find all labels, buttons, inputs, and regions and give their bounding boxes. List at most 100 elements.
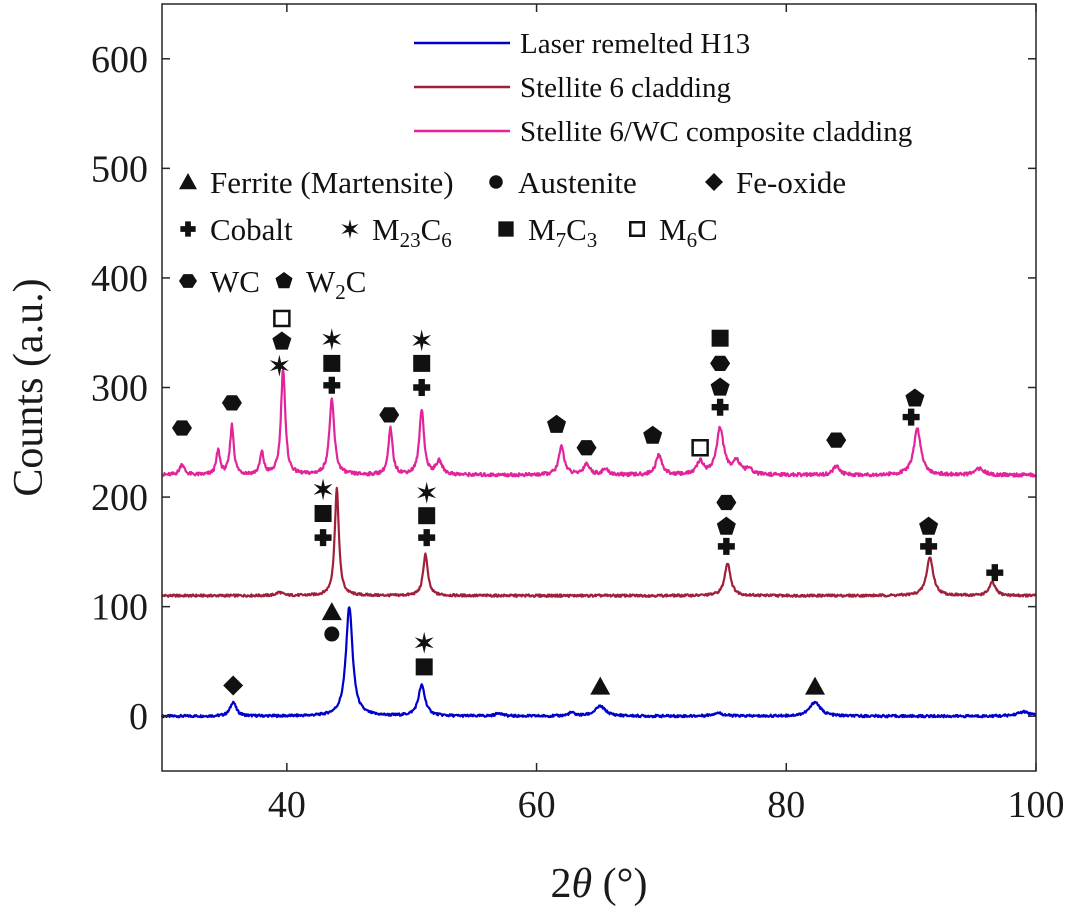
hexagon-peak-marker [221,395,242,411]
key-label-subscript: 6 [687,228,698,252]
key-label-main: M [372,212,400,247]
hexagon-peak-marker [379,407,400,423]
x-tick-label: 60 [518,784,556,826]
pentagon-peak-marker [919,516,939,535]
axis-ticks: 40 60 80 100 0 100 200 300 400 500 600 [91,4,1065,826]
key-square-icon [498,221,514,237]
y-axis-label: Counts (a.u.) [6,278,52,496]
square-peak-marker [413,354,431,372]
series-legend: Laser remelted H13 Stellite 6 cladding Ste… [414,28,912,148]
key-label-main: Fe-oxide [736,165,846,200]
y-tick-label: 0 [129,696,148,738]
x-axis-label-unit: (°) [592,861,647,907]
square-peak-marker [711,329,729,347]
hexagon-peak-marker [576,440,597,456]
y-tick-label: 100 [91,587,148,629]
triangle-peak-marker [805,676,826,695]
key-label-main: Austenite [518,165,637,200]
series-line-2 [161,367,1037,478]
square-peak-marker [415,658,433,676]
pentagon-peak-marker [547,414,567,433]
x-axis-label: 2θ (°) [551,861,648,907]
key-pentagon-icon [275,272,293,289]
star6-peak-marker [414,631,434,654]
x-axis-label-prefix: 2 [551,861,572,907]
x-tick-label: 100 [1008,784,1065,826]
star6-peak-marker [313,478,333,501]
key-label-subscript-2: 3 [587,228,598,252]
key-square-open-icon [629,221,645,237]
series-line-1 [161,486,1037,598]
hexagon-peak-marker [716,494,737,511]
legend-label-1: Stellite 6 cladding [520,72,731,104]
key-hexagon-icon [179,274,197,288]
pentagon-peak-marker [272,331,292,350]
star6-peak-marker [322,328,342,351]
phase-markers [171,309,1004,696]
phase-key: Ferrite (Martensite) Austenite Fe-oxide Cob… [179,165,846,304]
pentagon-peak-marker [710,377,730,396]
circle-peak-marker [324,626,340,642]
plus-peak-marker [920,537,938,555]
triangle-peak-marker [321,602,342,621]
key-label-subscript-2: 6 [441,228,452,252]
key-label-main: M [659,212,687,247]
pentagon-peak-marker [716,516,736,535]
triangle-peak-marker [590,676,611,695]
y-tick-label: 500 [91,148,148,190]
square-peak-marker [323,354,341,372]
key-label: Austenite [518,165,637,200]
y-tick-label: 200 [91,477,148,519]
key-label: Fe-oxide [736,165,846,200]
x-axis-label-variable: θ [572,861,593,907]
y-tick-label: 600 [91,39,148,81]
star6-peak-marker [269,354,289,377]
square-peak-marker [418,507,436,525]
plus-peak-marker [413,379,431,396]
plus-peak-marker [323,376,341,394]
key-label-second: C [697,212,718,247]
key-triangle-icon [179,173,197,190]
key-label-second: C [566,212,587,247]
star6-peak-marker [412,329,432,352]
x-tick-label: 80 [767,784,805,826]
key-label-second: C [421,212,442,247]
x-tick-label: 40 [268,784,306,826]
plus-peak-marker [314,529,332,547]
key-label-subscript: 2 [335,280,346,304]
key-star6-icon [341,219,359,239]
legend-label-0: Laser remelted H13 [520,28,750,60]
pentagon-peak-marker [643,425,663,444]
key-plus-icon [180,221,196,237]
key-label-main: Cobalt [210,212,293,247]
square-open-peak-marker [273,309,291,328]
hexagon-peak-marker [171,420,192,436]
plus-peak-marker [711,398,729,416]
plot-series-lines [160,367,1037,719]
key-diamond-icon [705,173,723,191]
key-label: M7C3 [528,212,597,252]
diamond-peak-marker [223,675,244,696]
key-label: WC [210,264,260,299]
key-label-main: W [306,264,336,299]
y-tick-label: 400 [91,258,148,300]
star6-peak-marker [417,481,437,504]
legend-label-2: Stellite 6/WC composite cladding [520,116,912,148]
pentagon-peak-marker [905,388,925,407]
square-open-peak-marker [691,439,709,457]
plus-peak-marker [986,564,1004,582]
key-label: Cobalt [210,212,293,247]
key-label-main: M [528,212,556,247]
key-label: Ferrite (Martensite) [210,165,454,200]
key-label-subscript: 23 [400,228,421,252]
key-label: M6C [659,212,718,252]
plus-peak-marker [418,529,436,547]
y-tick-label: 300 [91,368,148,410]
plus-peak-marker [717,537,735,555]
key-label: M23C6 [372,212,452,252]
square-peak-marker [314,505,332,523]
key-label-second: C [346,264,367,299]
hexagon-peak-marker [826,432,847,448]
key-label-main: Ferrite (Martensite) [210,165,454,200]
